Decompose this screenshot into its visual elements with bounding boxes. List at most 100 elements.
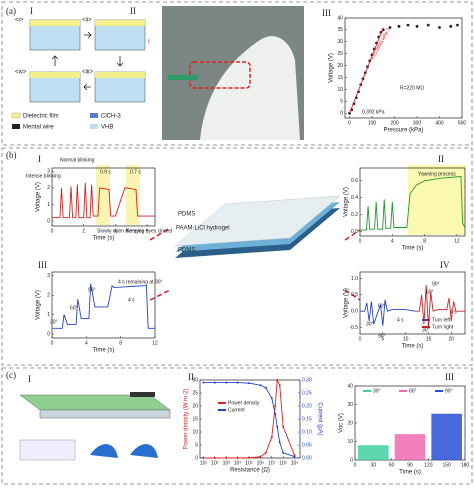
- point: [388, 26, 392, 29]
- y-tick-label: 0: [195, 455, 198, 461]
- chart: III 0 30 60 90 120 150 180 0 10 20 30 40 Time (s) Voc …: [339, 372, 470, 476]
- point: [202, 381, 205, 384]
- panel-frame: [1, 367, 473, 485]
- y-tick-label: 10: [192, 429, 198, 435]
- x-tick-label: 8: [119, 340, 122, 346]
- y-tick-label: 0: [47, 218, 50, 224]
- x-tick-label: 5: [381, 336, 384, 342]
- layer-label: PDMS: [178, 212, 195, 218]
- point: [397, 24, 401, 28]
- chart: II 0 4 8 12 0.0 0.2 0.4 0.6 Time (s) Voltage (V) Ya…: [344, 154, 466, 252]
- line: [414, 285, 465, 328]
- y-tick-label: 0: [350, 457, 353, 463]
- y-tick-label: 30: [192, 377, 198, 383]
- x-tick-label: 0: [348, 120, 351, 126]
- legend-label: Mental wire: [23, 125, 54, 131]
- point: [406, 23, 410, 27]
- x-tick-label: 200: [390, 120, 399, 126]
- point: [264, 386, 267, 389]
- plot-frame: [359, 167, 466, 237]
- y-tick-label: 0: [340, 111, 343, 117]
- x-axis-label: Time (s): [402, 344, 424, 350]
- x-tick-label: 8: [423, 238, 426, 244]
- legend-label: ClCH-3: [101, 114, 121, 120]
- area: [394, 434, 426, 460]
- y-tick-label: 2: [47, 185, 50, 191]
- legend-label: Power density: [228, 400, 260, 406]
- point: [236, 457, 239, 459]
- x-tick-label: 0: [359, 238, 362, 244]
- y2-tick-label: 0.30: [302, 377, 312, 383]
- point: [278, 384, 281, 387]
- panel-label: II: [188, 372, 194, 382]
- x-tick-label: 90: [407, 462, 413, 468]
- y-axis-label: Voc (V): [339, 413, 345, 433]
- y-axis-label: Power density (W m-2): [184, 388, 190, 449]
- annotation: 0.7 s: [130, 169, 141, 175]
- panel-frame: [1, 147, 473, 366]
- area: [358, 445, 389, 460]
- x-tick-label: 0: [51, 340, 54, 346]
- x-tick-label: 0: [51, 228, 54, 234]
- x-tick-label: 15: [426, 336, 432, 342]
- chart: III 0 100 200 300 400 500 0 5 10 15 20 25 30 35 40 Press…: [322, 8, 466, 134]
- x-tick-label: 30: [371, 462, 377, 468]
- point: [236, 381, 239, 384]
- schematic: I: [19, 374, 171, 461]
- y-tick-label: 25: [337, 51, 343, 57]
- y-axis-label: Voltage (V): [344, 187, 350, 217]
- y-tick-label: 0.6: [351, 178, 358, 184]
- device-illustration: PDMS PAAM-LiCl hydrogel PDMS: [149, 195, 361, 301]
- x-tick-label: 10⁵: [245, 460, 253, 466]
- legend-swatch: [422, 326, 430, 328]
- x-tick-label: 180: [461, 462, 470, 468]
- legend-swatch: [422, 319, 430, 321]
- x-tick-label: 60: [389, 462, 395, 468]
- legend-label: Current: [228, 407, 245, 413]
- y-tick-label: 0.2: [351, 212, 358, 218]
- y-tick-label: 40: [347, 383, 353, 389]
- y2-tick-label: 0.05: [302, 442, 312, 448]
- y-tick-label: 25: [192, 390, 198, 396]
- panel-label: III: [445, 372, 454, 382]
- point: [259, 455, 262, 458]
- x-axis-label: Time (s): [399, 470, 421, 476]
- y-tick-label: 35: [337, 27, 343, 33]
- point: [276, 379, 279, 381]
- stage-label: II: [130, 6, 136, 16]
- y-tick-label: 10: [347, 439, 353, 445]
- point: [278, 441, 281, 444]
- x-tick-label: 4: [391, 238, 394, 244]
- point: [274, 412, 277, 415]
- y-tick-label: 0.4: [351, 195, 358, 201]
- x-tick-label: 300: [413, 120, 422, 126]
- annotation: 4 s: [128, 297, 135, 303]
- legend-label: Turn right: [432, 324, 454, 330]
- y-tick-label: 15: [337, 75, 343, 81]
- panel-frame: [1, 1, 473, 146]
- point: [270, 397, 273, 400]
- x-tick-label: 10: [403, 336, 409, 342]
- line: [360, 176, 466, 231]
- x-tick-label: 10⁷: [268, 460, 276, 466]
- y-tick-label: 1: [47, 312, 50, 318]
- annotation: 4 s: [397, 317, 404, 323]
- annotation: 4 s remaining at 90°: [118, 279, 163, 285]
- x-tick-label: 20: [449, 336, 455, 342]
- x-tick-label: 10⁶: [257, 460, 265, 466]
- line: [52, 182, 155, 219]
- legend-swatch: [435, 390, 443, 392]
- plot-frame: [359, 271, 466, 335]
- plot-frame: [51, 167, 156, 227]
- x-tick-label: 2: [82, 228, 85, 234]
- annotation: 30°: [422, 327, 430, 333]
- y-axis-label: Voltage (V): [36, 290, 42, 320]
- state-label: <iv>: [15, 70, 27, 76]
- point: [247, 382, 250, 385]
- annotation: 60°: [70, 305, 78, 311]
- annotation: R=220 MΩ: [400, 85, 424, 91]
- annotation: Yawning process: [418, 171, 456, 177]
- x-tick-label: 10⁴: [234, 460, 242, 466]
- y-tick-label: 0.0: [351, 308, 358, 314]
